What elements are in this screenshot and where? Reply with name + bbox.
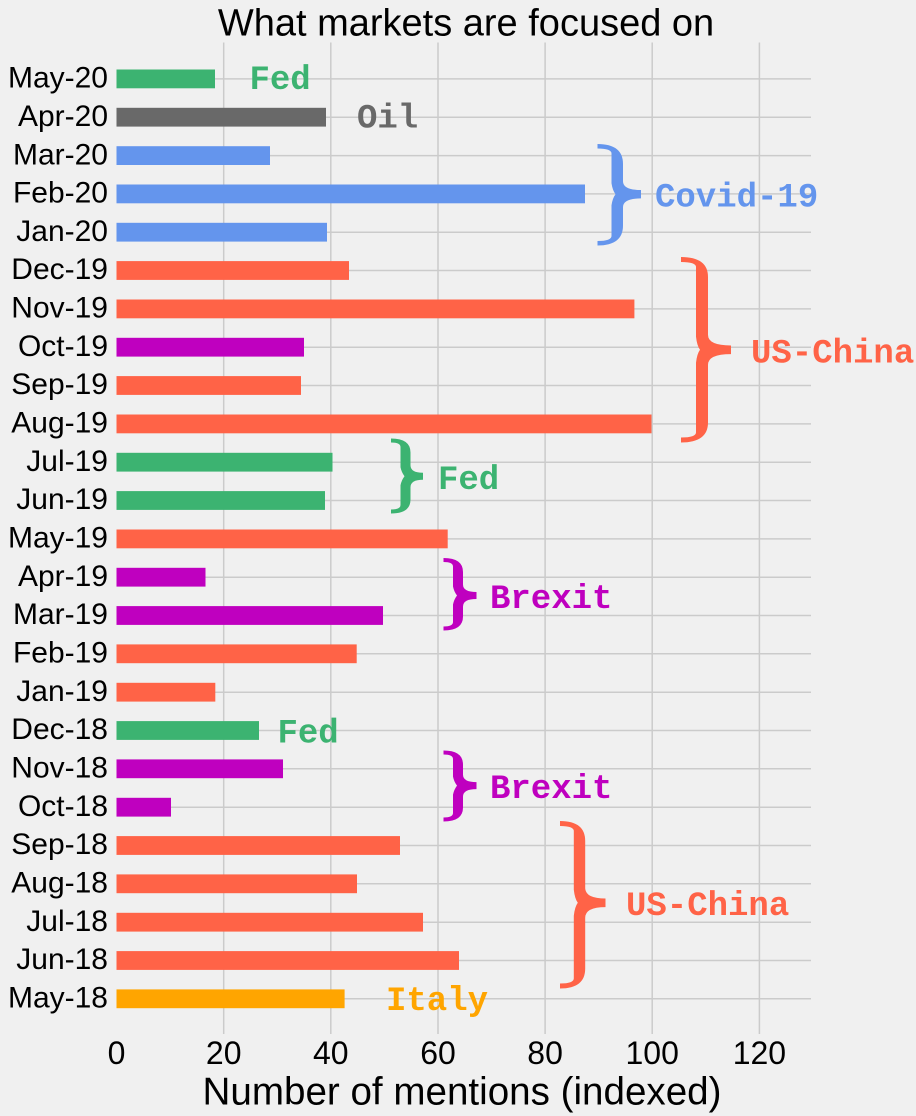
svg-text:Oil: Oil [357,101,418,139]
svg-text:Aug-19: Aug-19 [11,407,108,440]
svg-text:Brexit: Brexit [490,581,612,619]
svg-text:Mar-19: Mar-19 [13,598,108,631]
svg-text:0: 0 [108,1035,126,1071]
svg-text:Covid-19: Covid-19 [655,180,818,218]
svg-text:US-China: US-China [751,335,914,373]
svg-text:Jan-20: Jan-20 [16,215,108,248]
svg-text:120: 120 [733,1035,786,1071]
svg-text:Oct-19: Oct-19 [18,330,108,363]
svg-text:60: 60 [420,1035,456,1071]
svg-text:Number of mentions (indexed): Number of mentions (indexed) [203,1071,722,1114]
svg-text:Oct-18: Oct-18 [18,790,108,823]
svg-text:Brexit: Brexit [490,771,612,809]
svg-text:Aug-18: Aug-18 [11,867,108,900]
svg-text:80: 80 [527,1035,563,1071]
svg-text:40: 40 [313,1035,349,1071]
svg-text:Fed: Fed [250,62,311,100]
svg-text:Fed: Fed [438,462,499,500]
svg-text:Jul-18: Jul-18 [26,905,108,938]
svg-text:May-19: May-19 [8,522,108,555]
svg-text:Jun-19: Jun-19 [16,483,108,516]
svg-text:Italy: Italy [386,983,488,1021]
svg-text:Dec-18: Dec-18 [11,713,108,746]
svg-text:Feb-20: Feb-20 [13,177,108,210]
svg-text:Nov-19: Nov-19 [11,292,108,325]
svg-text:May-20: May-20 [8,62,108,95]
svg-text:20: 20 [206,1035,242,1071]
svg-text:What markets are focused on: What markets are focused on [218,3,714,45]
svg-text:Dec-19: Dec-19 [11,253,108,286]
svg-text:100: 100 [626,1035,679,1071]
svg-text:Fed: Fed [278,716,339,754]
svg-text:Jun-18: Jun-18 [16,943,108,976]
svg-text:Nov-18: Nov-18 [11,752,108,785]
svg-text:Jan-19: Jan-19 [16,675,108,708]
svg-text:US-China: US-China [626,888,789,926]
svg-text:Mar-20: Mar-20 [13,138,108,171]
svg-text:Jul-19: Jul-19 [26,445,108,478]
svg-text:Apr-20: Apr-20 [18,100,108,133]
svg-text:Feb-19: Feb-19 [13,637,108,670]
svg-text:May-18: May-18 [8,982,108,1015]
svg-text:Apr-19: Apr-19 [18,560,108,593]
svg-text:Sep-19: Sep-19 [11,368,108,401]
svg-text:Sep-18: Sep-18 [11,828,108,861]
